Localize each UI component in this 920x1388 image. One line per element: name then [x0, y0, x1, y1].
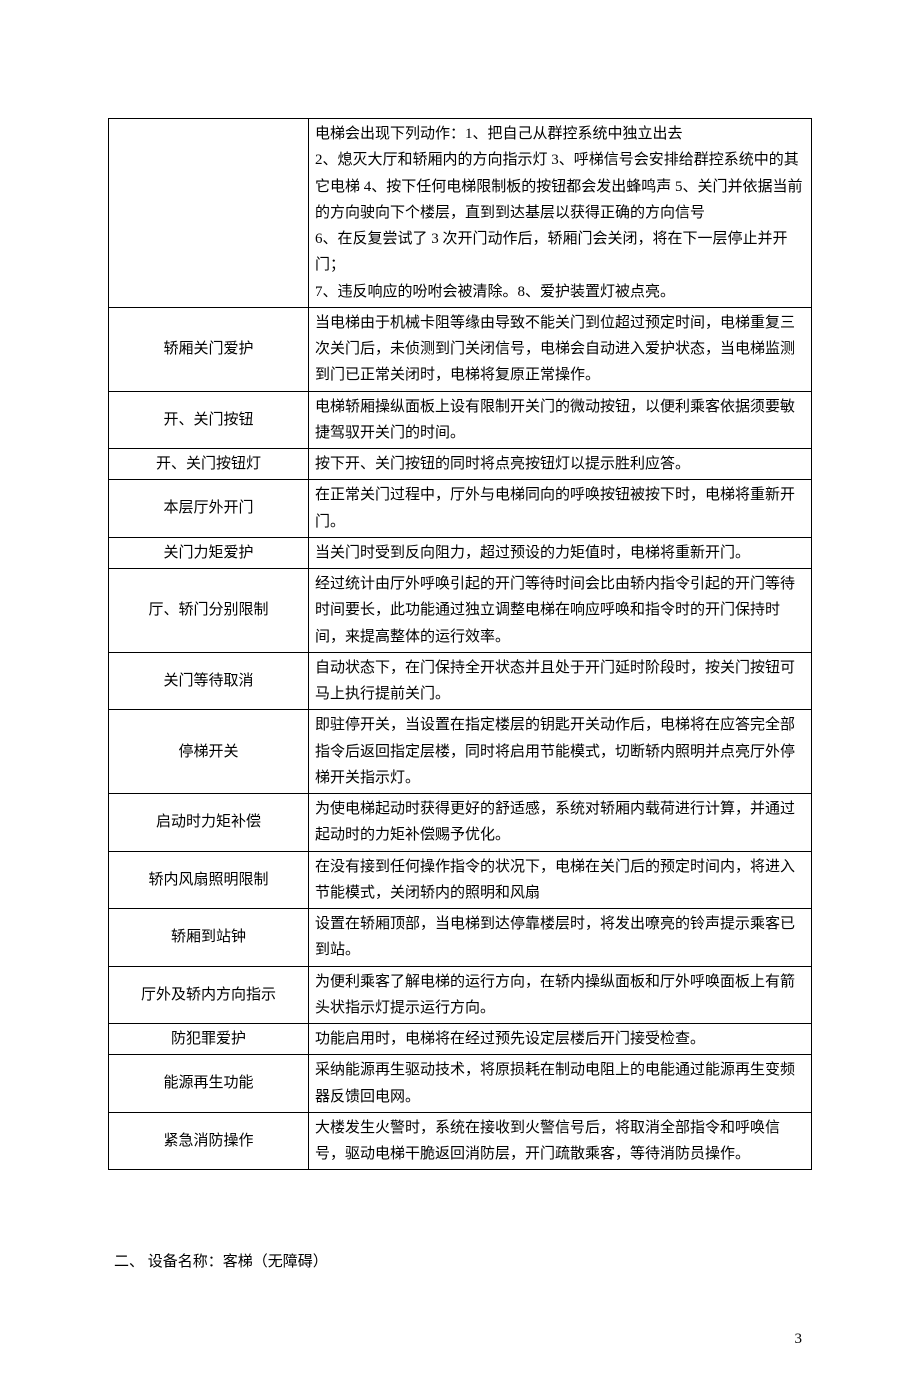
table-row: 电梯会出现下列动作：1、把自己从群控系统中独立出去2、熄灭大厅和轿厢内的方向指示… [109, 119, 812, 308]
table-row: 启动时力矩补偿为使电梯起动时获得更好的舒适感，系统对轿厢内载荷进行计算，并通过起… [109, 794, 812, 852]
row-label: 本层厅外开门 [109, 480, 309, 538]
row-label: 厅、轿门分别限制 [109, 569, 309, 653]
row-label: 启动时力矩补偿 [109, 794, 309, 852]
row-label [109, 119, 309, 308]
table-row: 开、关门按钮灯按下开、关门按钮的同时将点亮按钮灯以提示胜利应答。 [109, 449, 812, 480]
page-number: 3 [108, 1331, 812, 1348]
row-description: 电梯会出现下列动作：1、把自己从群控系统中独立出去2、熄灭大厅和轿厢内的方向指示… [309, 119, 812, 308]
row-description: 经过统计由厅外呼唤引起的开门等待时间会比由轿内指令引起的开门等待时间要长，此功能… [309, 569, 812, 653]
table-row: 轿内风扇照明限制在没有接到任何操作指令的状况下，电梯在关门后的预定时间内，将进入… [109, 851, 812, 909]
table-row: 关门等待取消自动状态下，在门保持全开状态并且处于开门延时阶段时，按关门按钮可马上… [109, 652, 812, 710]
row-description: 大楼发生火警时，系统在接收到火警信号后，将取消全部指令和呼唤信号，驱动电梯干脆返… [309, 1112, 812, 1170]
row-label: 紧急消防操作 [109, 1112, 309, 1170]
row-label: 开、关门按钮灯 [109, 449, 309, 480]
row-description: 在没有接到任何操作指令的状况下，电梯在关门后的预定时间内，将进入节能模式，关闭轿… [309, 851, 812, 909]
spec-table: 电梯会出现下列动作：1、把自己从群控系统中独立出去2、熄灭大厅和轿厢内的方向指示… [108, 118, 812, 1170]
row-description: 当关门时受到反向阻力，超过预设的力矩值时，电梯将重新开门。 [309, 537, 812, 568]
row-label: 关门力矩爱护 [109, 537, 309, 568]
row-label: 轿内风扇照明限制 [109, 851, 309, 909]
table-row: 停梯开关即驻停开关，当设置在指定楼层的钥匙开关动作后，电梯将在应答完全部指令后返… [109, 710, 812, 794]
table-row: 防犯罪爱护功能启用时，电梯将在经过预先设定层楼后开门接受检查。 [109, 1024, 812, 1055]
table-row: 轿厢到站钟设置在轿厢顶部，当电梯到达停靠楼层时，将发出嘹亮的铃声提示乘客已到站。 [109, 909, 812, 967]
row-label: 关门等待取消 [109, 652, 309, 710]
table-row: 厅、轿门分别限制经过统计由厅外呼唤引起的开门等待时间会比由轿内指令引起的开门等待… [109, 569, 812, 653]
row-label: 防犯罪爱护 [109, 1024, 309, 1055]
row-description: 即驻停开关，当设置在指定楼层的钥匙开关动作后，电梯将在应答完全部指令后返回指定层… [309, 710, 812, 794]
table-row: 轿厢关门爱护当电梯由于机械卡阻等缘由导致不能关门到位超过预定时间，电梯重复三次关… [109, 307, 812, 391]
row-description: 在正常关门过程中，厅外与电梯同向的呼唤按钮被按下时，电梯将重新开门。 [309, 480, 812, 538]
row-label: 开、关门按钮 [109, 391, 309, 449]
row-description: 自动状态下，在门保持全开状态并且处于开门延时阶段时，按关门按钮可马上执行提前关门… [309, 652, 812, 710]
section-heading: 二、 设备名称：客梯（无障碍） [108, 1250, 812, 1271]
row-label: 能源再生功能 [109, 1055, 309, 1113]
row-description: 当电梯由于机械卡阻等缘由导致不能关门到位超过预定时间，电梯重复三次关门后，未侦测… [309, 307, 812, 391]
row-description: 采纳能源再生驱动技术，将原损耗在制动电阻上的电能通过能源再生变频器反馈回电网。 [309, 1055, 812, 1113]
table-row: 能源再生功能采纳能源再生驱动技术，将原损耗在制动电阻上的电能通过能源再生变频器反… [109, 1055, 812, 1113]
table-row: 紧急消防操作大楼发生火警时，系统在接收到火警信号后，将取消全部指令和呼唤信号，驱… [109, 1112, 812, 1170]
row-description: 设置在轿厢顶部，当电梯到达停靠楼层时，将发出嘹亮的铃声提示乘客已到站。 [309, 909, 812, 967]
row-label: 停梯开关 [109, 710, 309, 794]
row-description: 功能启用时，电梯将在经过预先设定层楼后开门接受检查。 [309, 1024, 812, 1055]
table-row: 厅外及轿内方向指示为便利乘客了解电梯的运行方向，在轿内操纵面板和厅外呼唤面板上有… [109, 966, 812, 1024]
table-row: 本层厅外开门在正常关门过程中，厅外与电梯同向的呼唤按钮被按下时，电梯将重新开门。 [109, 480, 812, 538]
table-row: 关门力矩爱护当关门时受到反向阻力，超过预设的力矩值时，电梯将重新开门。 [109, 537, 812, 568]
row-description: 为便利乘客了解电梯的运行方向，在轿内操纵面板和厅外呼唤面板上有箭头状指示灯提示运… [309, 966, 812, 1024]
row-description: 按下开、关门按钮的同时将点亮按钮灯以提示胜利应答。 [309, 449, 812, 480]
row-label: 轿厢到站钟 [109, 909, 309, 967]
row-label: 厅外及轿内方向指示 [109, 966, 309, 1024]
row-description: 为使电梯起动时获得更好的舒适感，系统对轿厢内载荷进行计算，并通过起动时的力矩补偿… [309, 794, 812, 852]
table-row: 开、关门按钮电梯轿厢操纵面板上设有限制开关门的微动按钮，以便利乘客依据须要敏捷驾… [109, 391, 812, 449]
row-description: 电梯轿厢操纵面板上设有限制开关门的微动按钮，以便利乘客依据须要敏捷驾驭开关门的时… [309, 391, 812, 449]
row-label: 轿厢关门爱护 [109, 307, 309, 391]
